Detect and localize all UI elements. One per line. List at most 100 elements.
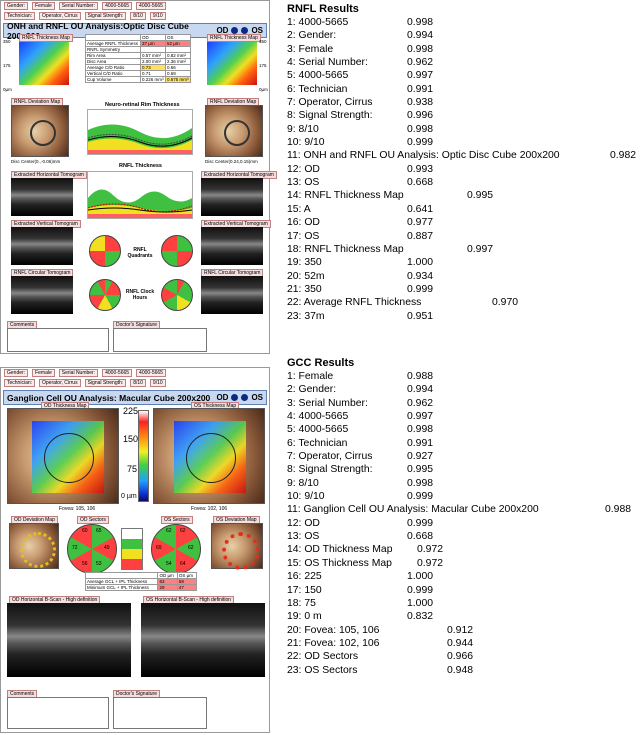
od-sector-value: 56 [82,561,88,567]
gcc-result-label: 13: OS [287,531,320,543]
gcc-meta-row-1: Gender: Female Serial Number: 4000-5665 … [1,368,269,378]
rnfl-result-label: 20: 52m [287,270,325,282]
rnfl-result-label: 21: 350 [287,283,322,295]
rnfl-result-label: 3: Female [287,43,334,55]
rnfl-result-score: 0.982 [610,150,637,162]
os-sector-value: 62 [166,528,172,534]
rnfl-abnormal-band [88,214,192,218]
gcc-result-row: 9: 8/10 0.998 [287,477,637,490]
gcc-result-label: 6: Technician [287,437,348,449]
rnfl-result-score: 0.994 [407,30,434,42]
rnfl-result-label: 23: 37m [287,310,325,322]
gcc-report-title: Ganglion Cell OU Analysis: Macular Cube … [7,392,211,403]
rnfl-comments-box[interactable] [7,328,109,352]
gcc-result-score: 0.972 [417,557,444,569]
rnfl-result-row: 1: 4000-5665 0.998 [287,16,637,29]
os-fovea: Fovea: 102, 106 [191,506,228,512]
gcc-result-score: 0.972 [417,544,444,556]
rnfl-meta-serial-label: Serial Number: [58,2,99,10]
rnfl-result-label: 19: 350 [287,257,322,269]
gcc-signature-box[interactable] [113,697,207,729]
od-rnfl-circular-tomogram [11,276,73,314]
rnfl-result-score: 0.962 [407,57,434,69]
rnfl-result-row: 11: ONH and RNFL OU Analysis: Optic Disc… [287,149,637,162]
rnfl-result-score: 0.999 [407,283,434,295]
rnfl-result-score: 0.951 [407,310,434,322]
os-sector-value: 62 [180,528,186,534]
od-sector-value: 65 [96,528,102,534]
gcc-result-label: 3: Serial Number: [287,397,368,409]
gcc-meta-gender-value: Female [32,369,55,377]
rnfl-results-panel: RNFL Results 1: 4000-5665 0.998 2: Gender:… [287,2,637,323]
rnfl-result-row: 6: Technician 0.991 [287,83,637,96]
gcc-result-label: 18: 75 [287,597,316,609]
gcc-result-row: 3: Serial Number: 0.962 [287,397,637,410]
table-cell: 0.226 mm³ [140,76,166,83]
rnfl-thickness-graph [87,171,193,219]
table-cell: 0.675 mm³ [164,76,192,83]
od-extracted-vertical-tomogram [11,227,73,265]
table-cell: Minimum GCL + IPL Thickness [84,584,159,591]
os-deviation-ring [222,532,260,570]
gcc-meta-row-2: Technician: Operator, Cirrus Signal Stre… [1,378,269,388]
rnfl-result-score: 0.996 [407,110,434,122]
rnfl-result-score: 0.938 [407,97,434,109]
od-rnfl-thickness-map-label: RNFL Thickness Map [19,34,73,42]
rnfl-result-score: 0.999 [407,137,434,149]
rnfl-result-label: 7: Operator, Cirrus [287,97,373,109]
rnfl-result-label: 13: OS [287,177,320,189]
rnfl-clock-hours-label: RNFL Clock Hours [125,289,155,301]
rnfl-quadrants-label: RNFL Quadrants [127,247,153,259]
rnfl-result-score: 0.997 [407,70,434,82]
gcc-result-label: 19: 0 m [287,611,322,623]
rnfl-result-score: 0.977 [407,217,434,229]
od-disc-center: Disc Center(0.,-0.06)mm [11,159,61,164]
rnfl-result-score: 0.887 [407,230,434,242]
rnfl-result-row: 5: 4000-5665 0.997 [287,69,637,82]
od-scale-350: 350 [3,39,11,44]
gcc-comments-box[interactable] [7,697,109,729]
colorbar-225: 225 [123,406,139,416]
od-scale-0: 0µm [3,87,12,92]
rnfl-meta-row-1: Gender: Female Serial Number: 4000-5665 … [1,1,269,11]
gcc-result-score: 0.988 [605,504,632,516]
gcc-result-row: 22: OD Sectors 0.966 [287,650,637,663]
gcc-result-label: 14: OD Thickness Map [287,544,393,556]
rnfl-result-label: 17: OS [287,230,320,242]
rnfl-result-row: 4: Serial Number: 0.962 [287,56,637,69]
rnfl-meta-row-2: Technician: Operator, Cirrus Signal Stre… [1,11,269,21]
od-dot-icon [231,27,239,34]
rnfl-meta-signal-value: 8/10 [130,12,146,20]
colorbar-75: 75 [127,464,138,474]
od-gcc-thickness-map [7,408,119,504]
rnfl-meta-serial-value: 4000-5665 [102,2,133,10]
gcc-eye-labels: OD OS [216,393,263,402]
rnfl-result-label: 9: 8/10 [287,123,319,135]
od-sector-value: 53 [96,561,102,567]
rnfl-result-label: 12: OD [287,163,320,175]
os-rnfl-deviation-map [205,105,263,157]
rnfl-result-row: 22: Average RNFL Thickness 0.970 [287,296,637,309]
os-horizontal-bscan [141,603,265,677]
gcc-result-row: 5: 4000-5665 0.998 [287,423,637,436]
gcc-result-score: 1.000 [407,597,434,609]
rnfl-result-score: 0.993 [407,163,434,175]
gcc-result-score: 0.948 [447,664,474,676]
gcc-result-row: 19: 0 m 0.832 [287,610,637,623]
gcc-result-row: 12: OD 0.999 [287,517,637,530]
gcc-meta-serial-value-os: 4000-5665 [136,369,166,377]
table-cell: 47 [176,584,198,591]
gcc-result-row: 16: 225 1.000 [287,570,637,583]
rnfl-signature-box[interactable] [113,328,207,352]
os-clock-hours-chart [161,279,193,311]
gcc-result-score: 0.999 [407,491,434,503]
od-sector-value: 72 [72,545,78,551]
table-row: Cup Volume 0.226 mm³ 0.675 mm³ [85,76,192,83]
gcc-result-label: 5: 4000-5665 [287,424,349,436]
rnfl-result-label: 15: A [287,203,311,215]
table-row: Average GCL + IPL Thickness 63 58 [84,578,198,585]
gcc-meta-signal-value: 8/10 [130,379,146,387]
rnfl-meta-gender-label: Gender: [4,2,29,10]
od-extracted-horizontal-tomogram [11,178,73,216]
rnfl-result-label: 6: Technician [287,83,348,95]
